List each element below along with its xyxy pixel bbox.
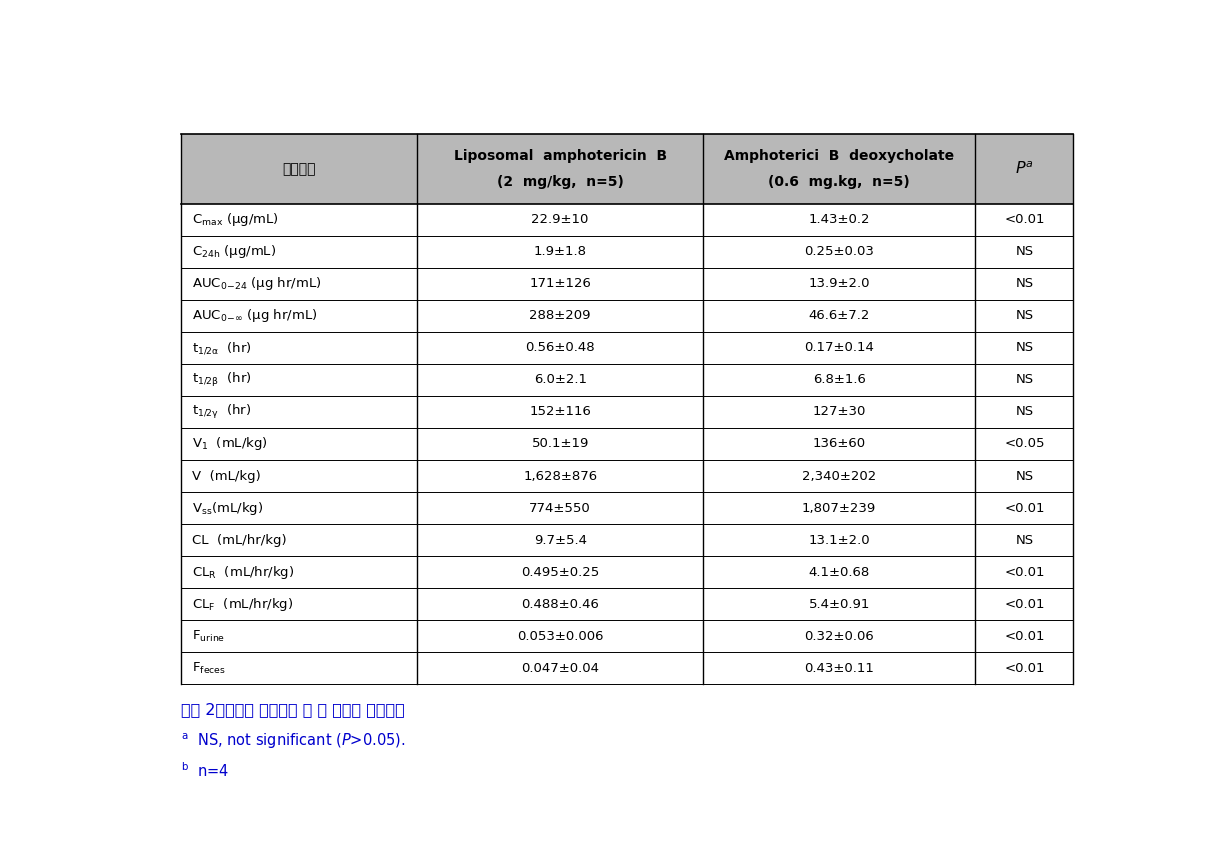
Text: <0.01: <0.01 [1004,565,1045,578]
Text: 으로 2시간동안 단회투여 한 후 약동학 파라메터: 으로 2시간동안 단회투여 한 후 약동학 파라메터 [180,701,405,717]
Text: <0.01: <0.01 [1004,598,1045,611]
Text: 127±30: 127±30 [812,405,865,418]
Bar [180,492,1074,524]
Bar [180,396,1074,428]
Text: 1.9±1.8: 1.9±1.8 [534,245,586,258]
Bar [180,332,1074,364]
Bar [180,300,1074,332]
Text: NS: NS [1015,405,1034,418]
Text: 22.9±10: 22.9±10 [531,213,589,226]
Text: 0.43±0.11: 0.43±0.11 [805,662,874,675]
Bar [180,460,1074,492]
Bar [180,268,1074,300]
Text: 1,807±239: 1,807±239 [802,501,876,514]
Text: 1,628±876: 1,628±876 [523,469,597,482]
Bar [180,588,1074,620]
Text: 0.56±0.48: 0.56±0.48 [525,341,595,354]
Text: 13.1±2.0: 13.1±2.0 [808,533,870,546]
Text: 0.25±0.03: 0.25±0.03 [805,245,874,258]
Text: 152±116: 152±116 [529,405,591,418]
Text: V  (mL/kg): V (mL/kg) [193,469,261,482]
Text: 0.495±0.25: 0.495±0.25 [521,565,600,578]
Bar [180,204,1074,236]
Text: CL$_{\rm F}$  (mL/hr/kg): CL$_{\rm F}$ (mL/hr/kg) [193,596,294,612]
Text: 1.43±0.2: 1.43±0.2 [808,213,870,226]
Bar [180,556,1074,588]
Text: NS: NS [1015,277,1034,290]
Text: NS: NS [1015,341,1034,354]
Text: F$_{\rm urine}$: F$_{\rm urine}$ [193,629,226,643]
Text: AUC$_{\rm 0\!-\!\infty}$ (μg hr/mL): AUC$_{\rm 0\!-\!\infty}$ (μg hr/mL) [193,307,318,325]
Text: NS: NS [1015,533,1034,546]
Text: AUC$_{\rm 0\!-\!24}$ (μg hr/mL): AUC$_{\rm 0\!-\!24}$ (μg hr/mL) [193,275,322,293]
Text: F$_{\rm feces}$: F$_{\rm feces}$ [193,661,226,675]
Text: 4.1±0.68: 4.1±0.68 [808,565,869,578]
Bar [180,620,1074,652]
Text: (0.6  mg.kg,  n=5): (0.6 mg.kg, n=5) [768,175,911,189]
Text: 6.8±1.6: 6.8±1.6 [813,373,865,386]
Text: <0.01: <0.01 [1004,213,1045,226]
Text: t$_{\rm 1/2\gamma}$  (hr): t$_{\rm 1/2\gamma}$ (hr) [193,403,251,421]
Text: NS: NS [1015,245,1034,258]
Text: 6.0±2.1: 6.0±2.1 [534,373,586,386]
Text: 0.053±0.006: 0.053±0.006 [517,630,603,643]
Text: <0.01: <0.01 [1004,501,1045,514]
Text: 13.9±2.0: 13.9±2.0 [808,277,870,290]
Text: $^{\rm b}$  n=4: $^{\rm b}$ n=4 [180,761,229,780]
Text: <0.01: <0.01 [1004,630,1045,643]
Text: V$_{\rm 1}$  (mL/kg): V$_{\rm 1}$ (mL/kg) [193,436,268,453]
Text: V$_{\rm ss}$(mL/kg): V$_{\rm ss}$(mL/kg) [193,500,263,516]
Text: Liposomal  amphotericin  B: Liposomal amphotericin B [453,149,667,164]
Text: 136±60: 136±60 [813,437,865,450]
Bar [180,134,1074,204]
Text: 171±126: 171±126 [529,277,591,290]
Text: CL$_{\rm R}$  (mL/hr/kg): CL$_{\rm R}$ (mL/hr/kg) [193,564,294,580]
Text: 9.7±5.4: 9.7±5.4 [534,533,586,546]
Text: 50.1±19: 50.1±19 [531,437,589,450]
Bar [180,364,1074,396]
Text: <0.05: <0.05 [1004,437,1045,450]
Text: 5.4±0.91: 5.4±0.91 [808,598,870,611]
Text: NS: NS [1015,373,1034,386]
Text: 0.488±0.46: 0.488±0.46 [522,598,599,611]
Text: $^{\rm a}$  NS, not significant ($\it{P}$>0.05).: $^{\rm a}$ NS, not significant ($\it{P}$… [180,731,406,751]
Text: 2,340±202: 2,340±202 [802,469,876,482]
Bar [180,524,1074,556]
Text: t$_{\rm 1/2\beta}$  (hr): t$_{\rm 1/2\beta}$ (hr) [193,371,251,389]
Text: CL  (mL/hr/kg): CL (mL/hr/kg) [193,533,286,546]
Text: 파라메터: 파라메터 [283,162,316,176]
Text: 0.32±0.06: 0.32±0.06 [805,630,874,643]
Text: (2  mg/kg,  n=5): (2 mg/kg, n=5) [496,175,624,189]
Text: 0.17±0.14: 0.17±0.14 [805,341,874,354]
Bar [180,652,1074,684]
Bar [180,428,1074,460]
Text: $\mathit{P}^a$: $\mathit{P}^a$ [1015,160,1034,178]
Text: 46.6±7.2: 46.6±7.2 [808,309,870,322]
Text: 288±209: 288±209 [529,309,591,322]
Text: NS: NS [1015,469,1034,482]
Text: t$_{\rm 1/2\alpha}$  (hr): t$_{\rm 1/2\alpha}$ (hr) [193,340,252,356]
Bar [180,236,1074,268]
Text: C$_{\rm 24h}$ (μg/mL): C$_{\rm 24h}$ (μg/mL) [193,243,277,261]
Text: 774±550: 774±550 [529,501,591,514]
Text: C$_{\rm max}$ (μg/mL): C$_{\rm max}$ (μg/mL) [193,211,279,229]
Text: NS: NS [1015,309,1034,322]
Text: 0.047±0.04: 0.047±0.04 [522,662,600,675]
Text: <0.01: <0.01 [1004,662,1045,675]
Text: Amphoterici  B  deoxycholate: Amphoterici B deoxycholate [724,149,954,164]
